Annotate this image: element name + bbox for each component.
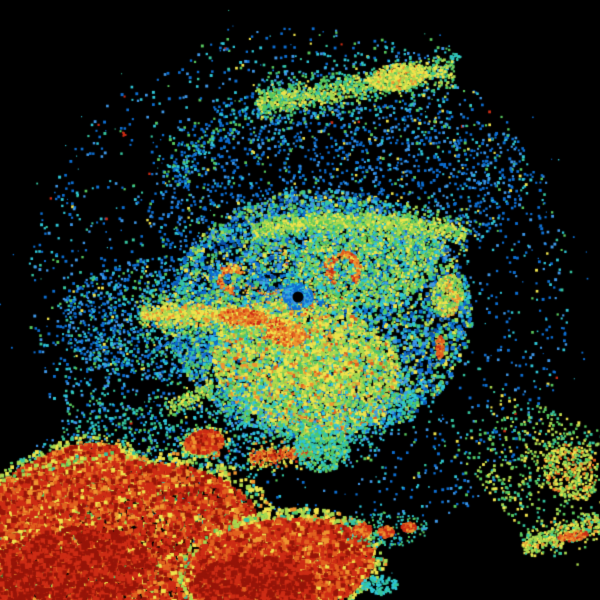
radar-reflectivity-image [0, 0, 600, 600]
radar-display [0, 0, 600, 600]
